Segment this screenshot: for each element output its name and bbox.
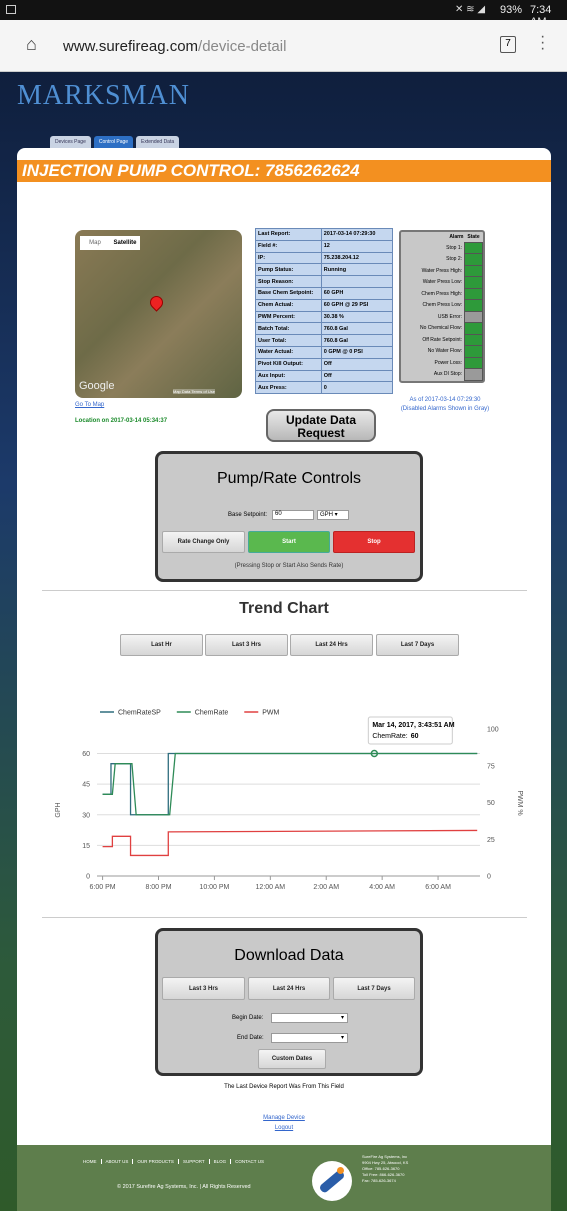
x-tick-label: 2:00 AM	[313, 884, 339, 891]
footer-link[interactable]: BLOG	[209, 1159, 231, 1164]
y2-tick-label: 75	[487, 763, 495, 770]
x-tick-label: 4:00 AM	[369, 884, 395, 891]
tooltip-value: 60	[411, 733, 419, 740]
y-tick-label: 30	[82, 812, 90, 819]
custom-dates-button[interactable]: Custom Dates	[258, 1049, 326, 1069]
x-tick-label: 12:00 AM	[256, 884, 286, 891]
y2-tick-label: 25	[487, 837, 495, 844]
x-tick-label: 6:00 PM	[90, 884, 116, 891]
footer-link[interactable]: OUR PRODUCTS	[132, 1159, 178, 1164]
download-button[interactable]: Last 7 Days	[333, 977, 415, 1000]
divider	[42, 917, 527, 918]
page: ✕ ≋ ◢ 93% 7:34 AM ⌂ www.surefireag.com/d…	[0, 0, 567, 1211]
tooltip-title: Mar 14, 2017, 3:43:51 AM	[372, 722, 454, 729]
legend-label[interactable]: ChemRate	[195, 710, 229, 717]
footer-menu: HOMEABOUT USOUR PRODUCTSSUPPORTBLOGCONTA…	[79, 1159, 268, 1164]
download-button[interactable]: Last 3 Hrs	[162, 977, 245, 1000]
x-tick-label: 6:00 AM	[425, 884, 451, 891]
end-label: End Date:	[237, 1035, 264, 1041]
footer-link[interactable]: ABOUT US	[101, 1159, 133, 1164]
y-tick-label: 0	[86, 874, 90, 881]
manage-link[interactable]: Manage Device	[17, 1113, 551, 1123]
y-tick-label: 60	[82, 751, 90, 758]
links: Manage DeviceLogout	[17, 1113, 551, 1133]
y2-tick-label: 100	[487, 727, 499, 734]
logout-link[interactable]: Logout	[17, 1123, 551, 1133]
last-report-note: The Last Device Report Was From This Fie…	[17, 1084, 551, 1090]
end-select[interactable]: ▾	[271, 1033, 348, 1043]
legend-label[interactable]: ChemRateSP	[118, 710, 161, 717]
footer-link[interactable]: CONTACT US	[230, 1159, 268, 1164]
begin-label: Begin Date:	[232, 1015, 263, 1021]
legend-label[interactable]: PWM	[262, 710, 279, 717]
begin-select[interactable]: ▾	[271, 1013, 348, 1023]
tooltip-label: ChemRate:	[372, 733, 407, 740]
series-line	[103, 830, 478, 855]
y-axis-label: GPH	[55, 802, 62, 817]
y-tick-label: 45	[82, 782, 90, 789]
y2-axis-label: PWM %	[516, 790, 523, 815]
address-line: Fax: 785-626-3674	[362, 1178, 408, 1184]
y2-tick-label: 0	[487, 874, 491, 881]
download-panel: Download Data Last 3 Hrs Last 24 Hrs Las…	[155, 928, 423, 1076]
section-title: Download Data	[158, 947, 420, 965]
footer-link[interactable]: HOME	[79, 1159, 101, 1164]
y-tick-label: 15	[82, 843, 90, 850]
y2-tick-label: 50	[487, 800, 495, 807]
copyright: © 2017 Surefire Ag Systems, Inc. | All R…	[117, 1184, 251, 1190]
footer-link[interactable]: SUPPORT	[178, 1159, 209, 1164]
x-tick-label: 8:00 PM	[145, 884, 171, 891]
footer-logo	[312, 1161, 352, 1201]
x-tick-label: 10:00 PM	[199, 884, 229, 891]
download-button[interactable]: Last 24 Hrs	[248, 977, 330, 1000]
